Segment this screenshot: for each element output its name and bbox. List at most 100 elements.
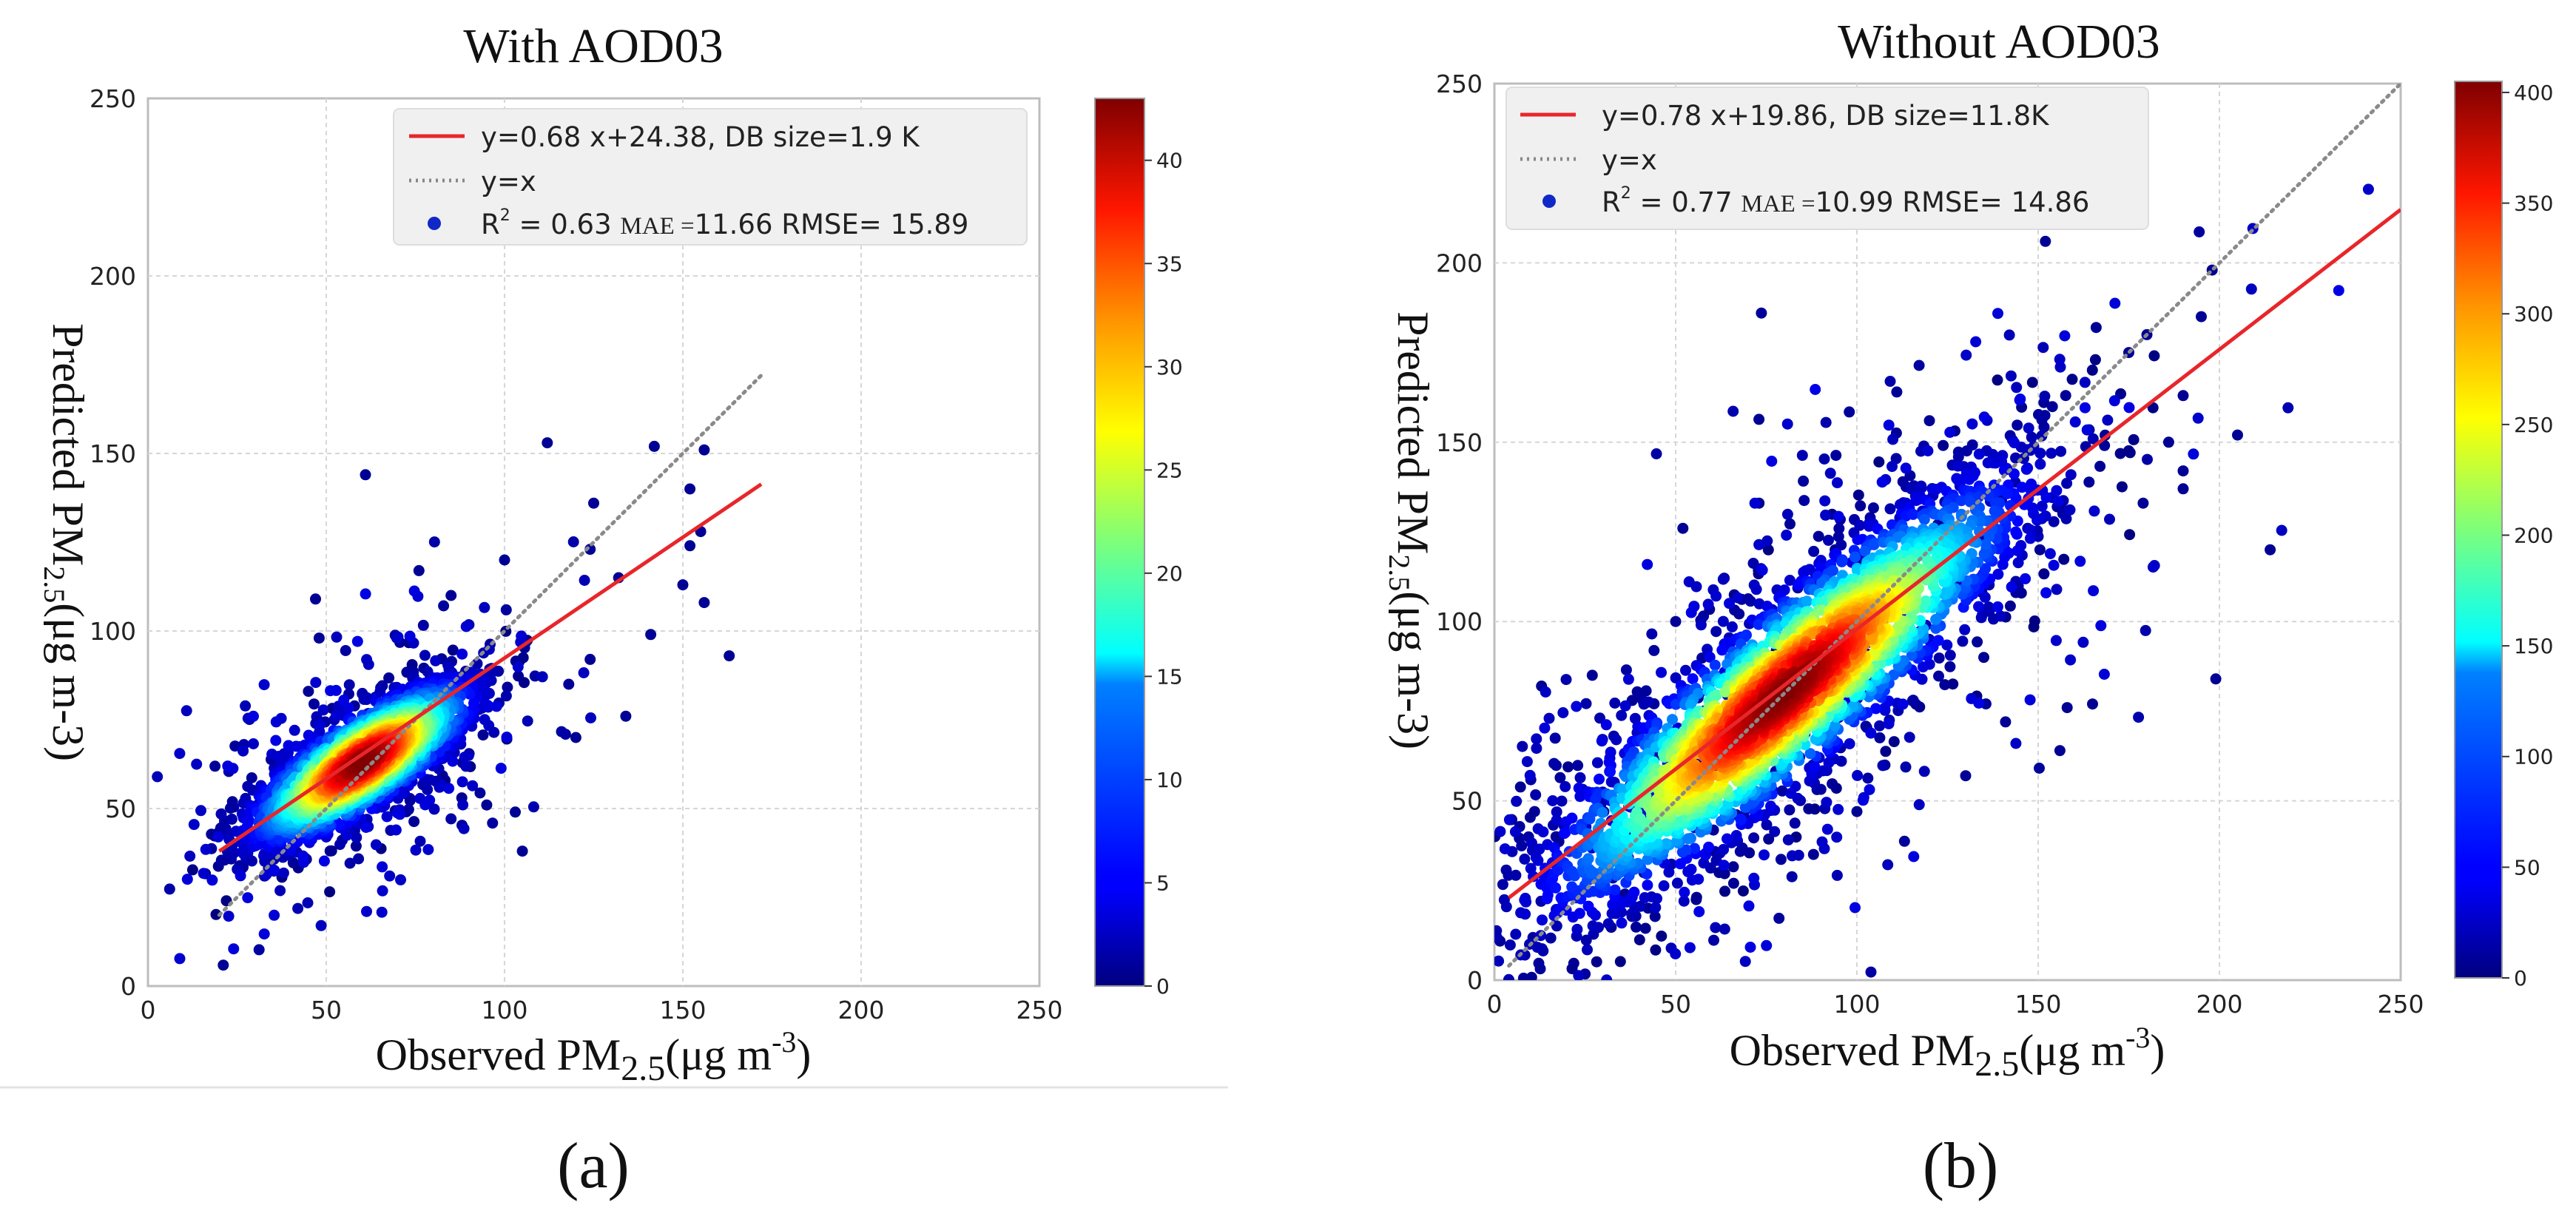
scatter-point [1913, 360, 1925, 371]
scatter-point [2011, 382, 2023, 394]
scatter-point [1882, 859, 1894, 871]
scatter-point [2104, 513, 2115, 525]
scatter-point [212, 831, 224, 843]
scatter-point [1817, 765, 1829, 777]
x-label-close: ) [796, 1030, 811, 1079]
scatter-point [308, 698, 320, 710]
scatter-point [1769, 826, 1781, 837]
scatter-point [2048, 559, 2060, 571]
scatter-point [2137, 497, 2149, 509]
scatter-point [1906, 695, 1918, 706]
x-tick-label: 0 [141, 996, 156, 1025]
scatter-point [1785, 788, 1797, 799]
scatter-point [1494, 955, 1505, 967]
scatter-point [325, 685, 337, 697]
scatter-point [1897, 698, 1909, 710]
scatter-point [1821, 797, 1832, 809]
scatter-point [1510, 928, 1522, 940]
scatter-point [1663, 866, 1675, 878]
scatter-point [445, 813, 457, 825]
scatter-point [1718, 860, 1730, 871]
scatter-point [2003, 329, 2015, 341]
scatter-point [1744, 942, 1756, 953]
scatter-point [1571, 701, 1582, 712]
scatter-point [1832, 510, 1844, 522]
scatter-point [1509, 826, 1521, 837]
scatter-point [495, 763, 507, 774]
x-tick-label: 150 [660, 996, 707, 1025]
scatter-point [246, 772, 257, 783]
scatter-point [1798, 475, 1810, 487]
scatter-point [1537, 914, 1548, 926]
scatter-point [1781, 418, 1793, 430]
scatter-point [542, 437, 553, 449]
scatter-point [1972, 491, 1984, 503]
scatter-point [445, 590, 457, 601]
scatter-point [2088, 505, 2100, 517]
scatter-point [1532, 854, 1544, 866]
scatter-point [1761, 819, 1773, 831]
scatter-point [1744, 595, 1756, 607]
scatter-point [292, 902, 304, 914]
scatter-point [1531, 733, 1542, 745]
scatter-point [456, 648, 468, 660]
scatter-point [457, 799, 469, 811]
scatter-point [1531, 743, 1542, 755]
y-tick-label: 150 [90, 439, 136, 468]
scatter-point [2006, 581, 2017, 593]
scatter-point [195, 805, 206, 817]
scatter-point [1500, 901, 1512, 913]
scatter-point [1810, 384, 1821, 395]
scatter-point [1639, 892, 1651, 903]
scatter-point [1620, 664, 1632, 676]
scatter-point [344, 857, 356, 869]
scatter-point [1944, 649, 1956, 661]
scatter-point [1832, 477, 1843, 489]
scatter-point [1609, 698, 1621, 709]
scatter-point [422, 783, 434, 795]
scatter-point [1539, 722, 1551, 734]
scatter-point [1961, 445, 1972, 457]
scatter-point [2048, 516, 2060, 527]
scatter-point [1837, 570, 1848, 581]
scatter-point [1761, 939, 1773, 951]
scatter-point [1679, 886, 1690, 898]
scatter-point [1616, 709, 1628, 721]
scatter-point [1680, 844, 1692, 856]
scatter-point [1717, 573, 1729, 585]
scatter-point [2061, 477, 2073, 489]
scatter-point [163, 883, 175, 895]
scatter-point [1960, 349, 1972, 361]
scatter-point [1620, 833, 1631, 845]
scatter-point [390, 824, 402, 836]
scatter-point [516, 630, 527, 642]
colorbar-tick-label: 15 [1156, 664, 1183, 689]
x-axis-label: Observed PM2.5(μg m-3) [376, 1025, 812, 1088]
scatter-point [1816, 836, 1828, 848]
scatter-point [2194, 226, 2205, 237]
scatter-point [1762, 544, 1774, 556]
scatter-point [353, 853, 365, 865]
scatter-point [2147, 561, 2159, 573]
scatter-point [1614, 956, 1626, 968]
scatter-point [311, 711, 323, 723]
scatter-point [1798, 567, 1810, 578]
scatter-point [563, 678, 575, 690]
scatter-point [1776, 785, 1788, 797]
scatter-point [1862, 772, 1874, 784]
scatter-point [1819, 495, 1831, 507]
scatter-point [2060, 390, 2071, 402]
grid [148, 98, 1039, 986]
scatter-point [2232, 429, 2243, 441]
scatter-point [447, 755, 459, 767]
scatter-point [1844, 406, 1855, 418]
y-label-suffix: (μg m-3) [44, 603, 92, 761]
scatter-point [2087, 698, 2098, 710]
scatter-point [274, 885, 286, 897]
scatter-point [2074, 556, 2086, 567]
scatter-point [188, 819, 200, 831]
scatter-point [459, 752, 471, 763]
scatter-point [2055, 445, 2067, 457]
scatter-point [384, 870, 396, 882]
